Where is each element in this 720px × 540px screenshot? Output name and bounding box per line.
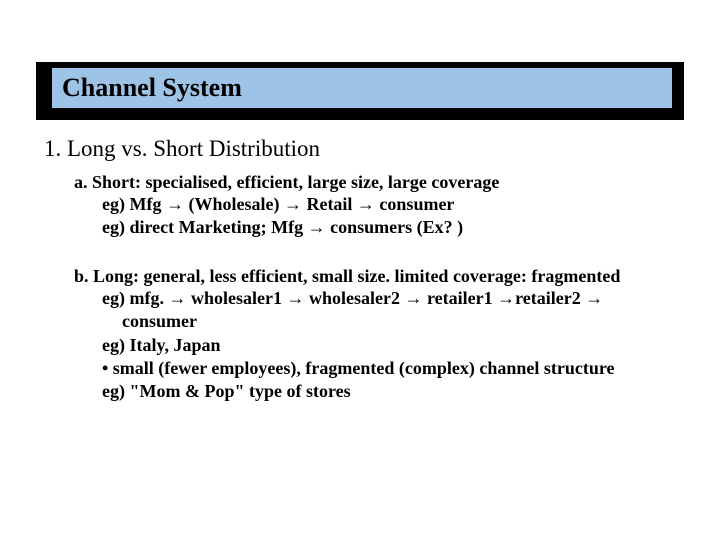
section-b-line: eg) "Mom & Pop" type of stores [102, 380, 684, 403]
slide-body: 1. Long vs. Short Distribution a. Short:… [44, 136, 684, 404]
spacer [44, 240, 684, 262]
heading-1: 1. Long vs. Short Distribution [44, 136, 684, 162]
section-a-line: eg) Mfg → (Wholesale) → Retail → consume… [102, 193, 684, 216]
section-b-line: eg) Italy, Japan [102, 334, 684, 357]
section-b-line: consumer [122, 310, 684, 333]
slide: Channel System 1. Long vs. Short Distrib… [0, 0, 720, 540]
title-band-inner: Channel System [52, 68, 672, 108]
section-b-line: • small (fewer employees), fragmented (c… [102, 357, 684, 380]
section-a-label: a. Short: specialised, efficient, large … [74, 172, 684, 193]
slide-title: Channel System [62, 73, 242, 103]
section-b-label: b. Long: general, less efficient, small … [74, 266, 684, 287]
section-b-line: eg) mfg. → wholesaler1 → wholesaler2 → r… [102, 287, 684, 310]
section-a-line: eg) direct Marketing; Mfg → consumers (E… [102, 216, 684, 239]
